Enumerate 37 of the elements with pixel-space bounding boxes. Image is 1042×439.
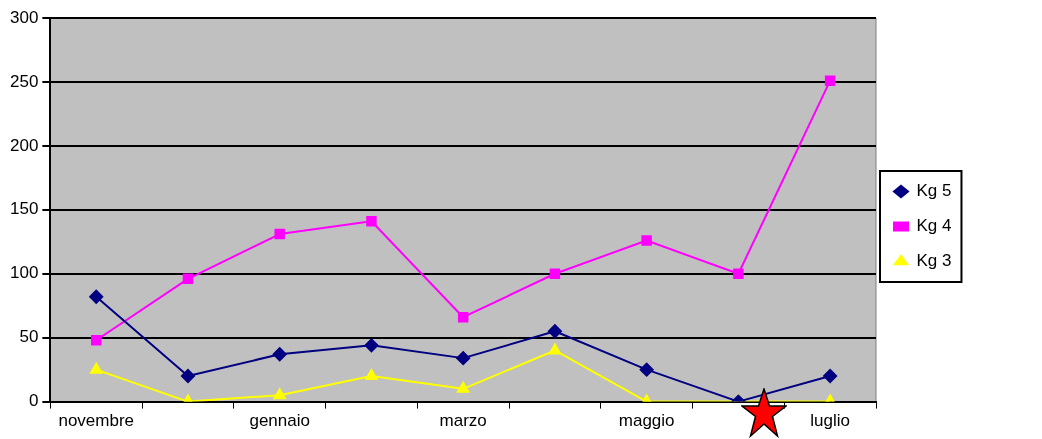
x-tick-label: gennaio xyxy=(249,411,310,431)
legend-label: Kg 5 xyxy=(916,181,952,201)
point xyxy=(182,273,194,285)
point xyxy=(548,343,562,355)
y-tick-label: 100 xyxy=(9,263,39,283)
point xyxy=(457,311,469,323)
y-tick-label: 250 xyxy=(9,71,39,91)
point xyxy=(456,381,470,393)
point xyxy=(273,388,286,400)
y-tick-label: 0 xyxy=(28,391,39,411)
point xyxy=(180,369,195,384)
point xyxy=(90,362,103,374)
x-tick-label: novembre xyxy=(58,411,135,431)
point xyxy=(90,334,102,346)
point xyxy=(364,338,379,353)
point xyxy=(272,347,287,362)
point xyxy=(549,268,561,279)
point xyxy=(641,235,652,246)
legend-label: Kg 4 xyxy=(916,216,952,236)
point xyxy=(366,216,377,227)
point xyxy=(456,351,471,366)
y-tick-label: 150 xyxy=(9,199,39,219)
legend-label: Kg 3 xyxy=(916,251,952,271)
point xyxy=(639,362,654,377)
x-tick-label: luglio xyxy=(810,411,850,431)
x-tick-label: marzo xyxy=(439,411,487,431)
point xyxy=(274,228,285,240)
y-tick-label: 200 xyxy=(9,135,39,155)
y-tick-label: 300 xyxy=(9,7,39,27)
point xyxy=(824,75,836,86)
point xyxy=(823,369,838,384)
y-tick-label: 50 xyxy=(19,327,39,347)
point xyxy=(365,369,378,381)
point xyxy=(89,289,104,304)
x-tick-label: maggio xyxy=(618,411,675,431)
point xyxy=(547,324,562,339)
point xyxy=(733,268,744,279)
